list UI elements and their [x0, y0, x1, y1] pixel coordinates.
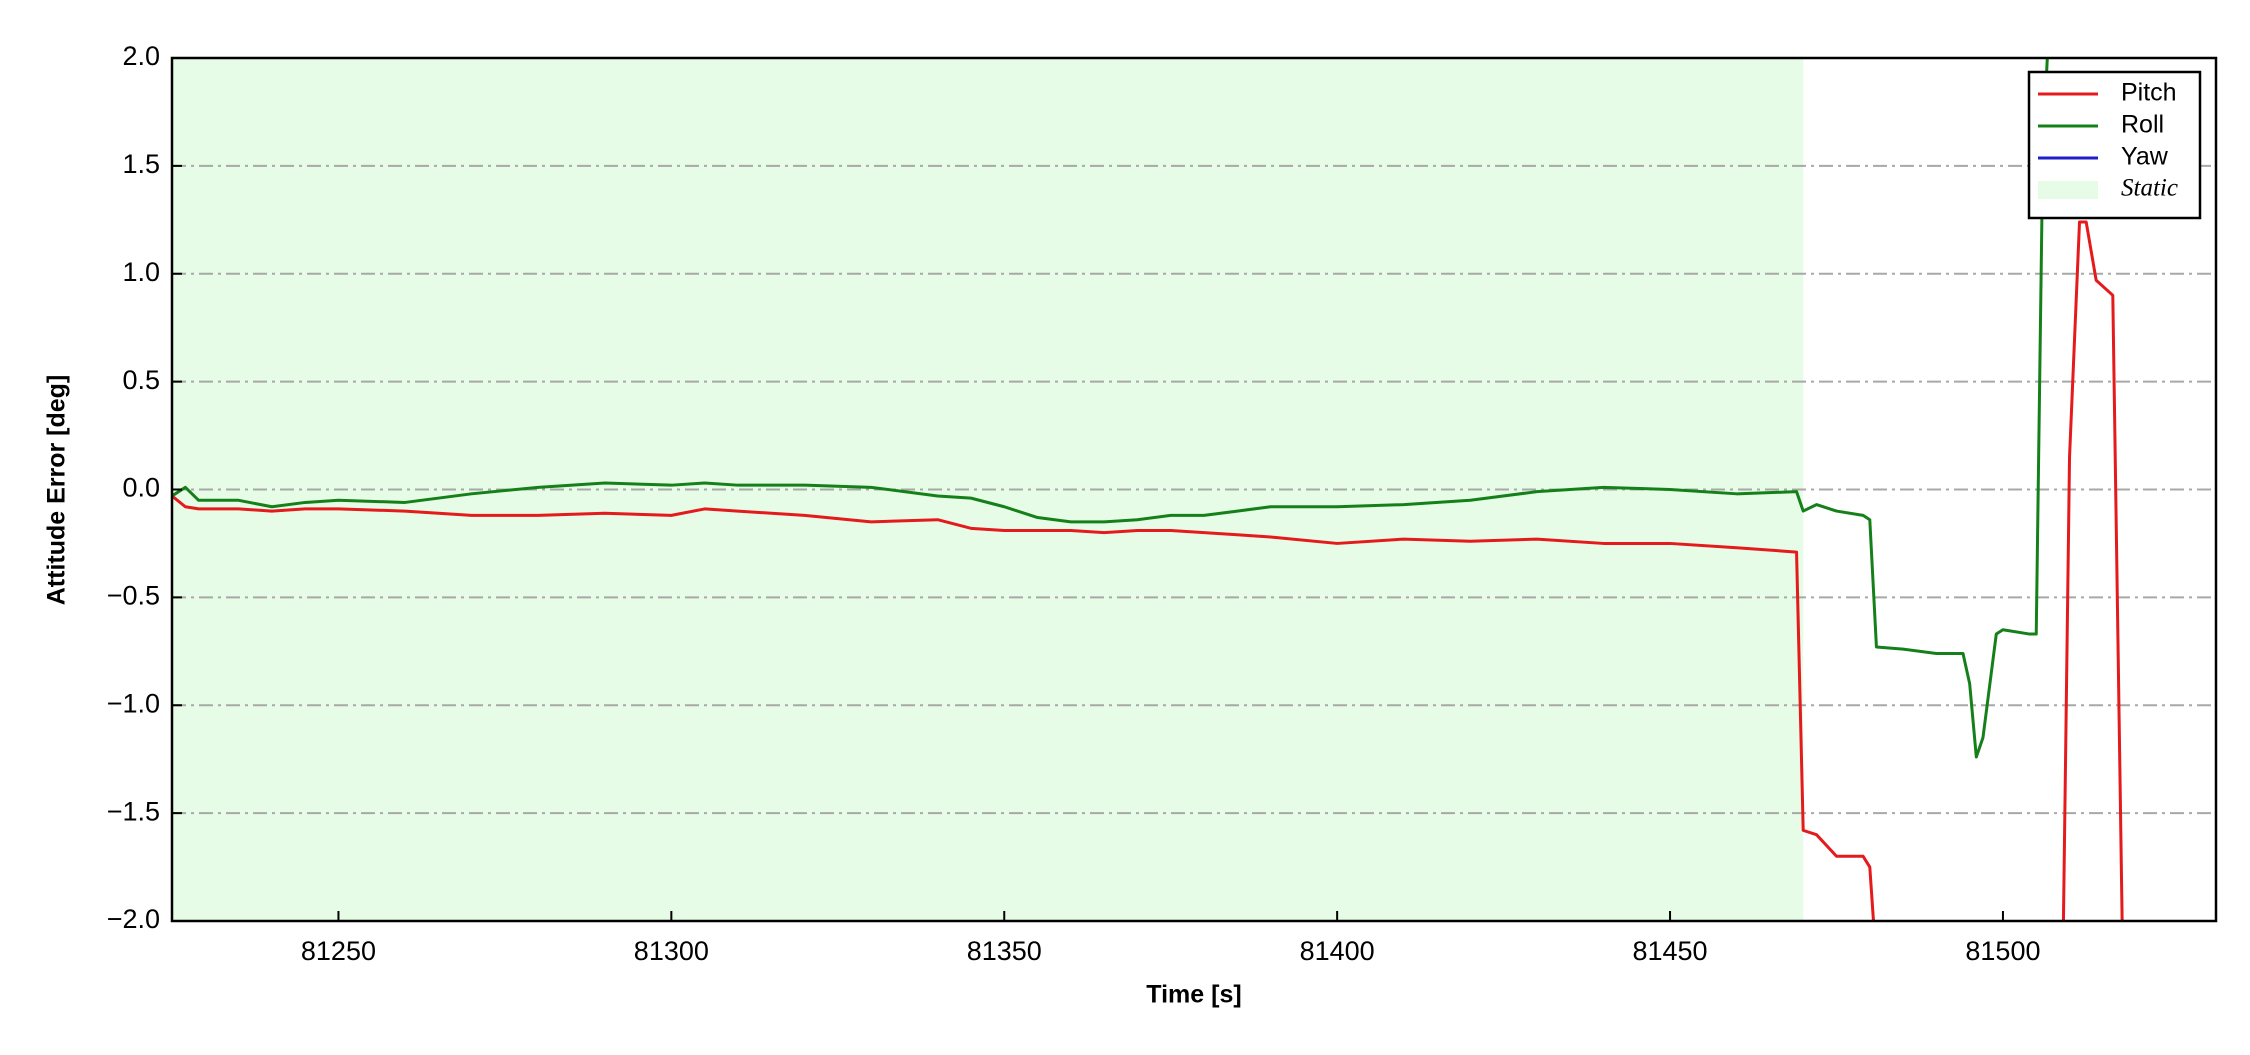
x-tick-label: 81300 — [634, 936, 709, 966]
x-tick-label: 81350 — [967, 936, 1042, 966]
series-line — [172, 58, 2049, 759]
y-tick-label: −2.0 — [107, 904, 160, 934]
y-tick-label: 2.0 — [122, 41, 160, 71]
x-tick-label: 81450 — [1632, 936, 1707, 966]
y-tick-label: 0.5 — [122, 365, 160, 395]
series-line — [2061, 220, 2124, 921]
y-tick-label: 1.0 — [122, 257, 160, 287]
legend-label: Yaw — [2121, 143, 2169, 171]
plot-back — [172, 57, 2216, 922]
legend: Pitch Roll Yaw Static — [2027, 70, 2202, 220]
x-tick-label: 81400 — [1300, 936, 1375, 966]
y-tick-label: −1.5 — [107, 796, 160, 826]
legend-label: Roll — [2121, 111, 2164, 139]
y-tick-label: −0.5 — [107, 581, 160, 611]
x-axis-label: Time [s] — [1146, 981, 1241, 1009]
y-tick-label: 1.5 — [122, 149, 160, 179]
legend-label: Static — [2121, 175, 2178, 202]
y-axis-label: Attitude Error [deg] — [43, 375, 71, 606]
legend-swatch — [2038, 181, 2098, 199]
series-line — [172, 494, 1875, 921]
x-tick-label: 81500 — [1965, 936, 2040, 966]
plot-front: 2.0 1.5 1.0 0.5 0.0 −0.5 −1.0 −1.5 −2.0 81250 8130… — [107, 41, 2202, 966]
x-tick-label: 81250 — [301, 936, 376, 966]
y-tick-label: −1.0 — [107, 688, 160, 718]
plot-lines — [172, 58, 2124, 921]
y-tick-label: 0.0 — [122, 473, 160, 503]
legend-label: Pitch — [2121, 79, 2177, 107]
